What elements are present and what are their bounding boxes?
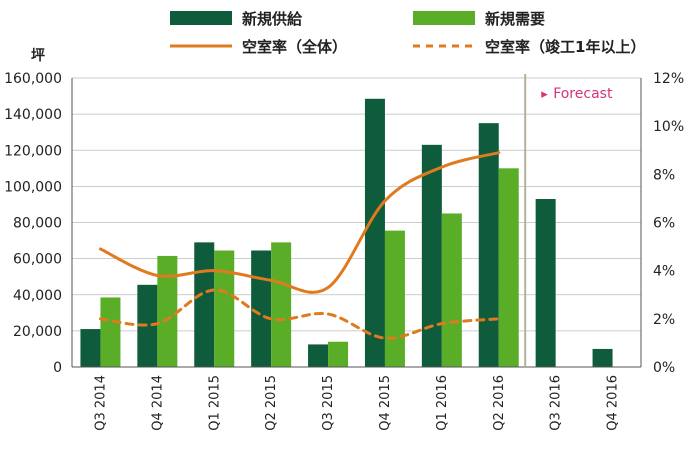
bar-supply [308, 344, 329, 367]
x-tick-label: Q3 2016 [549, 375, 564, 431]
forecast-label: Forecast [553, 86, 613, 102]
bar-demand [214, 250, 235, 367]
bar-supply [194, 242, 215, 367]
y-right-tick-label: 12% [653, 71, 684, 87]
bar-supply [137, 284, 158, 367]
axes: 0 20,000 40,000 60,000 80,000 100,000 120,000 1… [4, 48, 684, 431]
legend-label: 空室率（全体） [242, 38, 347, 56]
y-left-tick-label: 120,000 [4, 143, 62, 159]
x-tick-label: Q1 2016 [435, 375, 450, 431]
line-vacancy-total [98, 151, 501, 294]
y-left-tick-label: 140,000 [4, 107, 62, 123]
y-left-tick-label: 60,000 [13, 252, 62, 268]
x-tick-label: Q3 2015 [321, 375, 336, 431]
y-left-tick-label: 20,000 [13, 324, 62, 340]
y-right-tick-label: 6% [653, 216, 675, 232]
y-left-tick-label: 80,000 [13, 216, 62, 232]
line-vacancy-1yr [98, 288, 501, 340]
bar-supply [421, 144, 442, 367]
bar-demand [328, 341, 349, 367]
bar-series [80, 98, 613, 367]
bar-supply [364, 98, 385, 367]
y-right-tick-label: 4% [653, 264, 675, 280]
x-tick-label: Q2 2015 [264, 375, 279, 431]
x-tick-label: Q4 2015 [378, 375, 393, 431]
x-tick-label: Q2 2016 [492, 375, 507, 431]
bar-demand [100, 297, 121, 367]
legend-label: 新規供給 [242, 10, 303, 28]
y-left-unit-label: 坪 [31, 48, 45, 64]
y-right-tick-label: 0% [653, 360, 675, 376]
line-series [98, 151, 501, 340]
y-left-tick-label: 160,000 [4, 71, 62, 87]
legend-swatch [413, 11, 475, 25]
y-left-tick-label: 100,000 [4, 179, 62, 195]
bar-demand [384, 230, 405, 367]
legend-label: 新規需要 [485, 10, 545, 28]
bar-demand [498, 168, 519, 367]
bar-supply [251, 250, 272, 367]
x-tick-label: Q4 2016 [606, 375, 621, 431]
forecast-marker: ▸ [541, 87, 548, 102]
x-tick-label: Q3 2014 [93, 375, 108, 431]
annotations: ▸ Forecast [524, 74, 613, 367]
bar-supply [80, 329, 101, 367]
y-right-tick-label: 8% [653, 167, 675, 183]
y-right-tick-label: 10% [653, 119, 684, 135]
bar-demand [157, 255, 178, 367]
legend-swatch [170, 11, 232, 25]
bar-demand [271, 242, 292, 367]
x-tick-label: Q4 2014 [150, 375, 165, 431]
bar-supply [592, 348, 613, 367]
bar-supply [478, 123, 499, 367]
y-left-tick-label: 0 [53, 360, 62, 376]
bar-supply [535, 199, 556, 367]
x-tick-label: Q1 2015 [207, 375, 222, 431]
y-right-tick-label: 2% [653, 312, 675, 328]
y-left-tick-label: 40,000 [13, 288, 62, 304]
bar-demand [441, 213, 462, 367]
legend-label: 空室率（竣工1年以上） [485, 38, 645, 56]
